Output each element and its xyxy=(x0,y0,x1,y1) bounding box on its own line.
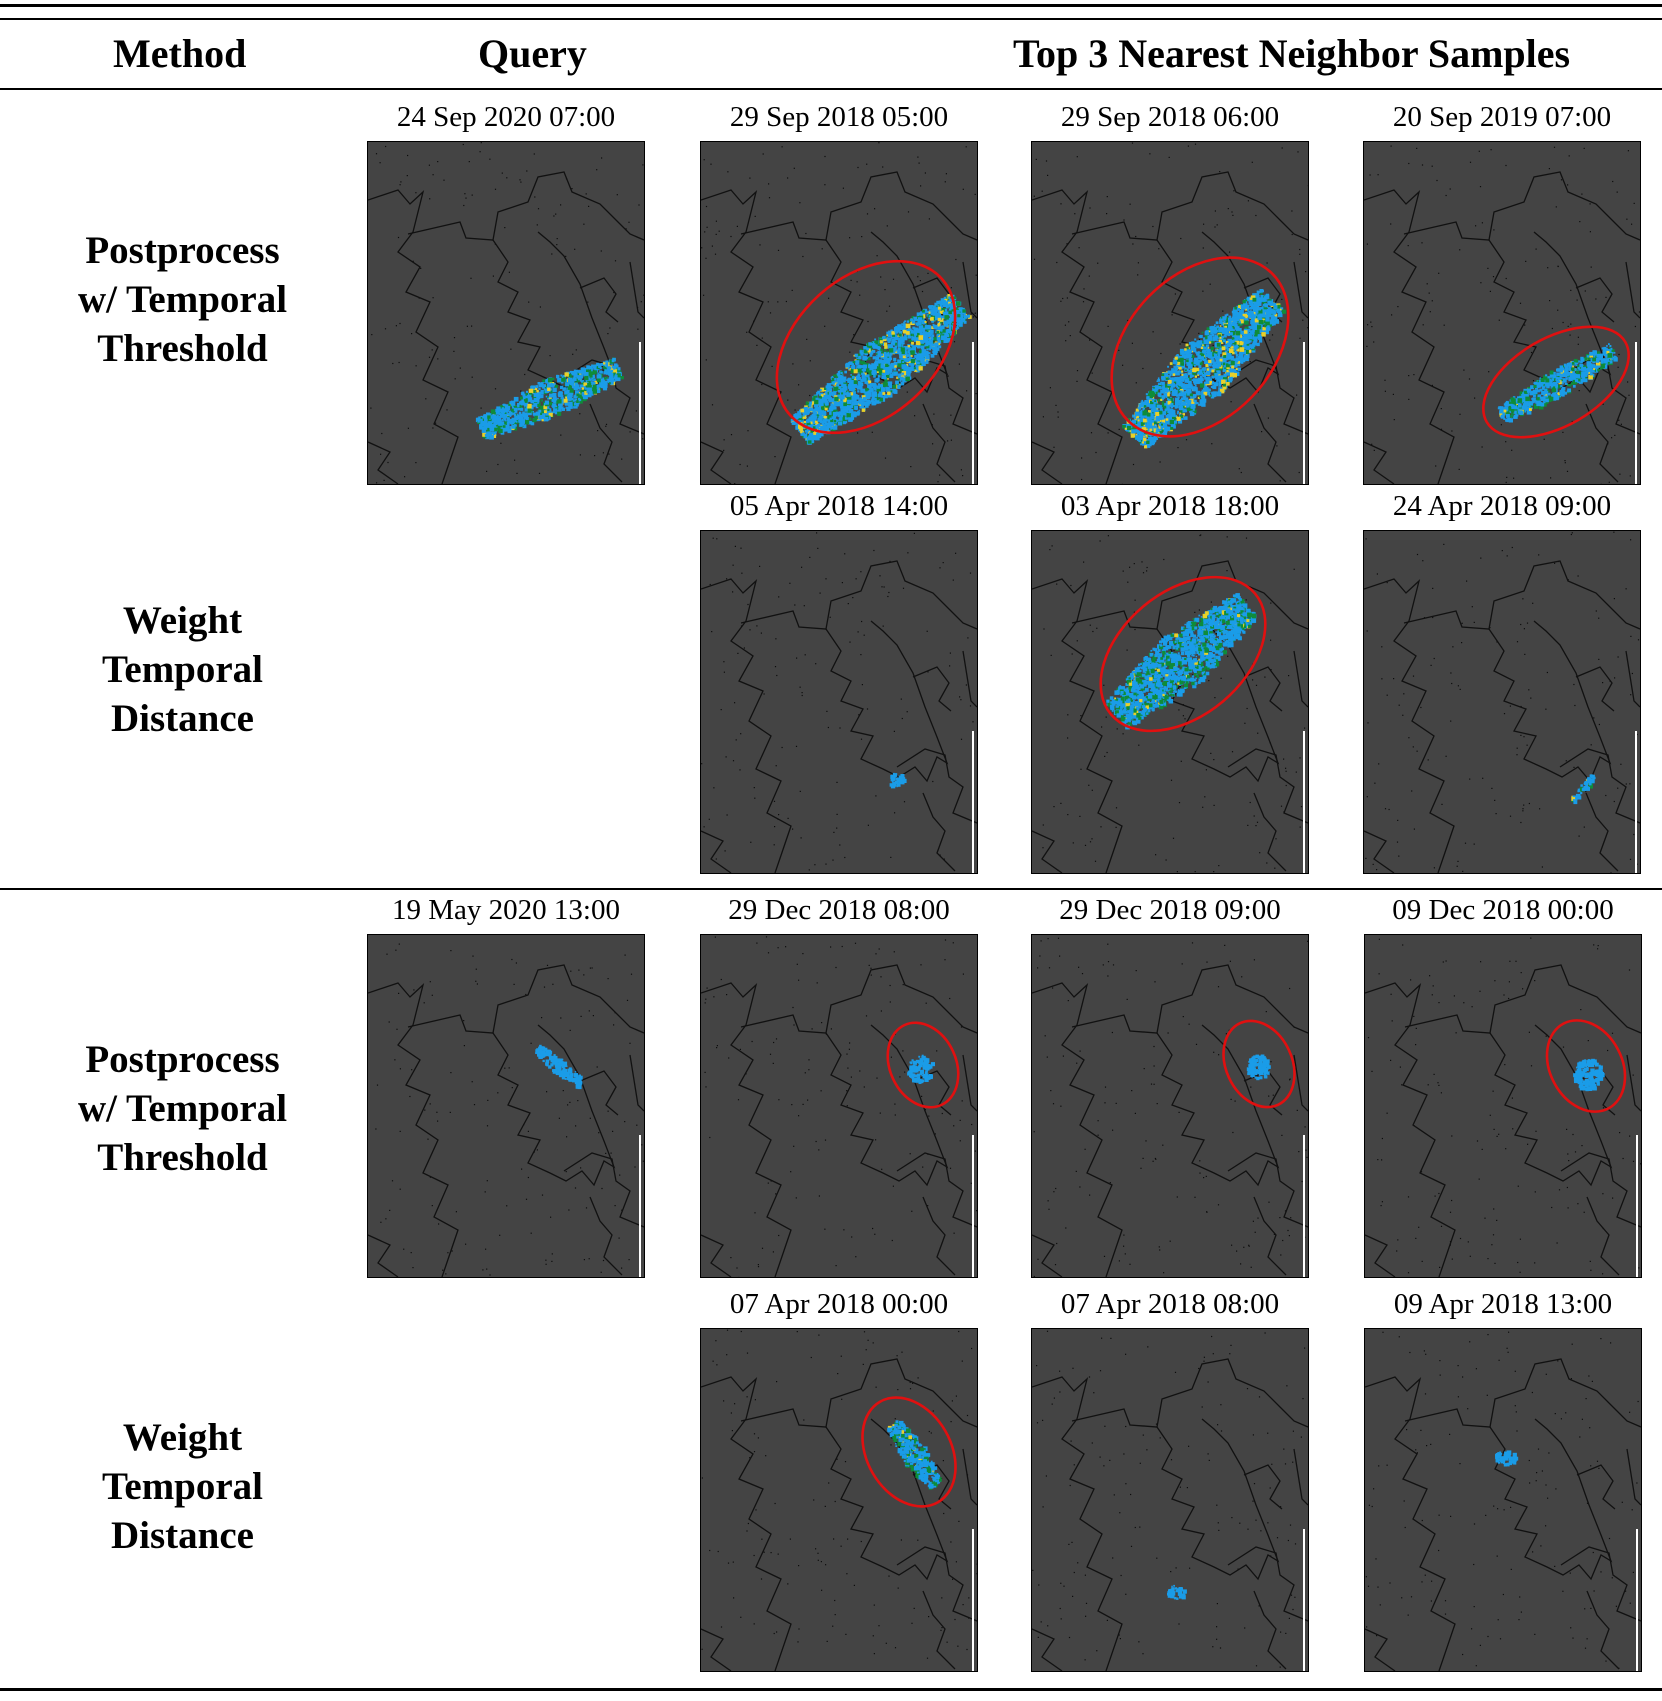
timestamp: 19 May 2020 13:00 xyxy=(392,894,620,926)
top-rule xyxy=(0,4,1662,7)
timestamp: 29 Sep 2018 06:00 xyxy=(1060,101,1280,133)
radar-map xyxy=(700,141,978,485)
timestamp: 24 Sep 2020 07:00 xyxy=(396,101,616,133)
header-method: Method xyxy=(113,31,247,76)
radar-map xyxy=(700,1328,978,1672)
radar-map xyxy=(1031,1328,1309,1672)
method-label-weight-1: Weight Temporal Distance xyxy=(20,596,345,743)
method-line: Postprocess xyxy=(85,1038,280,1081)
radar-map xyxy=(367,141,645,485)
method-line: Distance xyxy=(111,697,254,740)
header-neighbors: Top 3 Nearest Neighbor Samples xyxy=(1013,31,1571,76)
timestamp: 29 Dec 2018 09:00 xyxy=(1059,894,1281,926)
radar-map xyxy=(367,934,645,1278)
method-line: Postprocess xyxy=(85,229,280,272)
header-rule-top xyxy=(0,18,1662,20)
timestamp: 03 Apr 2018 18:00 xyxy=(1060,490,1280,522)
method-line: Weight xyxy=(122,1416,243,1459)
timestamp: 29 Sep 2018 05:00 xyxy=(729,101,949,133)
method-label-postprocess-2: Postprocess w/ Temporal Threshold xyxy=(20,1035,345,1182)
method-line: w/ Temporal xyxy=(77,278,288,321)
method-line: w/ Temporal xyxy=(77,1087,288,1130)
header-rule-bottom xyxy=(0,88,1662,90)
timestamp: 07 Apr 2018 00:00 xyxy=(729,1288,949,1320)
method-label-postprocess-1: Postprocess w/ Temporal Threshold xyxy=(20,226,345,373)
timestamp: 29 Dec 2018 08:00 xyxy=(728,894,950,926)
method-line: Temporal xyxy=(101,648,264,691)
radar-map xyxy=(700,530,978,874)
timestamp: 20 Sep 2019 07:00 xyxy=(1392,101,1612,133)
radar-map xyxy=(1364,934,1642,1278)
group-divider xyxy=(0,888,1662,890)
method-label-weight-2: Weight Temporal Distance xyxy=(20,1413,345,1560)
radar-map xyxy=(1363,141,1641,485)
timestamp: 07 Apr 2018 08:00 xyxy=(1060,1288,1280,1320)
timestamp: 09 Dec 2018 00:00 xyxy=(1392,894,1614,926)
header-query: Query xyxy=(478,31,587,76)
method-line: Temporal xyxy=(101,1465,264,1508)
timestamp: 09 Apr 2018 13:00 xyxy=(1393,1288,1613,1320)
bottom-rule xyxy=(0,1688,1662,1691)
method-line: Threshold xyxy=(97,327,268,370)
radar-map xyxy=(700,934,978,1278)
timestamp: 05 Apr 2018 14:00 xyxy=(729,490,949,522)
timestamp: 24 Apr 2018 09:00 xyxy=(1392,490,1612,522)
radar-map xyxy=(1031,934,1309,1278)
radar-map xyxy=(1031,530,1309,874)
method-line: Weight xyxy=(122,599,243,642)
radar-map xyxy=(1363,530,1641,874)
method-line: Threshold xyxy=(97,1136,268,1179)
radar-map xyxy=(1364,1328,1642,1672)
method-line: Distance xyxy=(111,1514,254,1557)
radar-map xyxy=(1031,141,1309,485)
